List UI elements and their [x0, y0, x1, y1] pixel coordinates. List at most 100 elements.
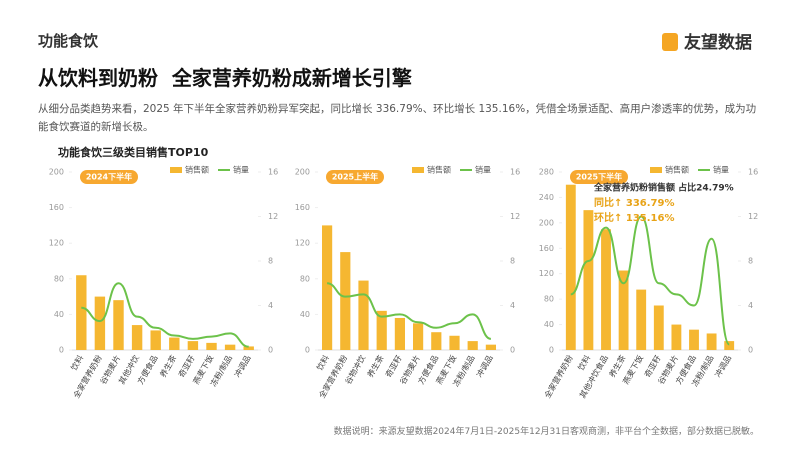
bar	[358, 280, 369, 350]
y-tick-label: 160	[539, 244, 554, 253]
bar	[113, 300, 124, 350]
x-tick-label: 奇亚籽	[383, 353, 404, 379]
y2-tick-label: 0	[748, 346, 753, 355]
bar	[187, 341, 199, 350]
x-tick-label: 养生茶	[158, 353, 179, 379]
paragraph: 从细分品类趋势来看，2025 年下半年全家营养奶粉异军突起，同比增长 336.7…	[38, 103, 757, 133]
y-tick-label: 80	[54, 274, 64, 283]
y-tick-label: 0	[549, 346, 554, 355]
legend-swatch	[650, 167, 662, 173]
title: 从饮料到奶粉 全家营养奶粉成新增长引擎	[38, 66, 412, 90]
bar	[671, 324, 682, 350]
bar	[431, 332, 442, 350]
y-tick-label: 200	[539, 218, 554, 227]
y2-tick-label: 0	[510, 346, 515, 355]
x-tick-label: 冲调品	[232, 353, 253, 379]
bar	[413, 323, 424, 350]
annotation: 全家营养奶粉销售额 占比24.79%	[593, 182, 734, 194]
bar	[449, 335, 460, 350]
y-tick-label: 240	[539, 193, 554, 202]
line	[326, 282, 492, 340]
legend-label: 销售额	[665, 165, 689, 175]
bar	[394, 317, 405, 350]
y-tick-label: 40	[54, 310, 64, 319]
y2-tick-label: 12	[268, 212, 278, 221]
y-tick-label: 200	[49, 168, 64, 177]
badge	[326, 170, 384, 184]
chart-title: 功能食饮三级类目销售TOP10	[58, 146, 209, 159]
bar	[76, 275, 87, 350]
y-tick-label: 160	[49, 203, 64, 212]
x-tick-label: 养生茶	[365, 353, 386, 379]
bar	[224, 344, 236, 350]
bar	[467, 341, 478, 350]
y2-tick-label: 4	[748, 301, 753, 310]
y-tick-label: 120	[539, 269, 554, 278]
y-tick-label: 120	[49, 239, 64, 248]
bar	[689, 329, 699, 350]
bar	[485, 344, 496, 350]
y-tick-label: 40	[544, 320, 554, 329]
x-tick-label: 饮料	[576, 353, 593, 372]
y-tick-label: 80	[544, 295, 554, 304]
bar	[150, 330, 161, 350]
x-tick-label: 冲调品	[712, 353, 733, 379]
badge-text: 2024下半年	[86, 172, 132, 182]
x-tick-label: 奇亚籽	[176, 353, 197, 379]
y2-tick-label: 12	[748, 212, 758, 221]
legend-label: 销量	[233, 165, 249, 175]
y2-tick-label: 16	[510, 168, 520, 177]
logo-text: 友望数据	[684, 33, 752, 53]
annotation: 环比↑ 135.16%	[594, 211, 674, 224]
legend-label: 销售额	[427, 165, 451, 175]
annotation: 同比↑ 336.79%	[594, 196, 674, 209]
badge-text: 2025下半年	[576, 172, 622, 182]
y2-tick-label: 8	[268, 257, 273, 266]
bar	[618, 270, 629, 350]
bar	[706, 333, 717, 350]
y2-tick-label: 4	[510, 301, 515, 310]
bar	[322, 225, 333, 350]
legend-label: 销售额	[185, 165, 209, 175]
legend-label: 销量	[475, 165, 491, 175]
y2-tick-label: 8	[748, 257, 753, 266]
bar	[94, 296, 106, 350]
badge	[570, 170, 628, 184]
bar	[653, 305, 664, 350]
line	[81, 282, 249, 348]
y2-tick-label: 16	[748, 168, 758, 177]
bar	[340, 252, 351, 350]
logo-icon	[662, 33, 678, 51]
y-tick-label: 40	[300, 310, 310, 319]
y-tick-label: 120	[295, 239, 310, 248]
bar	[565, 184, 576, 350]
y-tick-label: 160	[295, 203, 310, 212]
bar	[206, 342, 217, 350]
bar	[601, 229, 611, 350]
bar	[169, 337, 180, 350]
y-tick-label: 0	[59, 346, 64, 355]
x-tick-label: 全家营养奶粉	[542, 353, 575, 400]
x-tick-label: 饮料	[314, 353, 331, 372]
y2-tick-label: 16	[268, 168, 278, 177]
y-tick-label: 0	[305, 346, 310, 355]
y2-tick-label: 0	[268, 346, 273, 355]
legend-swatch	[412, 167, 424, 173]
x-tick-label: 饮料	[69, 353, 86, 372]
y-tick-label: 200	[295, 168, 310, 177]
bar	[724, 341, 735, 350]
bar	[636, 289, 647, 350]
section-label: 功能食饮	[38, 32, 99, 50]
bar	[243, 346, 254, 350]
badge-text: 2025上半年	[332, 172, 378, 182]
bar	[376, 310, 387, 350]
footnote: 数据说明：来源友望数据2024年7月1日-2025年12月31日客观商测，非平台…	[333, 427, 759, 437]
bar	[583, 210, 594, 350]
logo: 友望数据	[662, 28, 752, 53]
badge	[80, 170, 138, 184]
legend-label: 销量	[713, 165, 729, 175]
y-tick-label: 80	[300, 274, 310, 283]
x-tick-label: 冲调品	[474, 353, 495, 379]
